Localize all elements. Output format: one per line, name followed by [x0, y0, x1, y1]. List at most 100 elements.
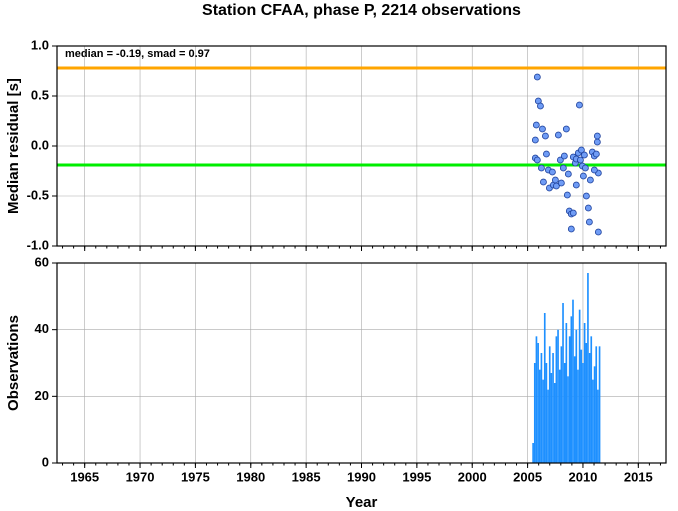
bar	[593, 366, 596, 463]
x-tick-label: 2000	[458, 469, 487, 484]
point	[537, 102, 544, 110]
y-tick-label: -1.0	[27, 237, 49, 252]
point	[584, 204, 592, 212]
point	[582, 192, 590, 200]
point	[548, 168, 556, 176]
bar	[580, 349, 583, 463]
point	[580, 151, 588, 159]
point	[592, 150, 600, 158]
x-tick-label: 1985	[292, 469, 321, 484]
point	[593, 132, 601, 140]
bar	[557, 329, 559, 463]
point	[552, 182, 560, 190]
point	[560, 152, 568, 160]
x-tick-label: 2005	[513, 469, 542, 484]
x-tick-label: 1965	[70, 469, 99, 484]
y-axis-label: Observations	[5, 315, 22, 411]
bar	[537, 343, 539, 463]
point	[562, 125, 570, 133]
bar	[533, 363, 536, 463]
point	[559, 164, 567, 172]
y-tick-label: 0.0	[31, 137, 49, 152]
point	[551, 176, 559, 184]
point	[533, 73, 541, 81]
bar	[577, 369, 579, 463]
y-tick-label: 60	[35, 254, 49, 269]
y-tick-label: 1.0	[31, 37, 49, 52]
bar	[583, 323, 586, 463]
bar	[553, 383, 556, 463]
bar	[565, 323, 568, 463]
point	[556, 156, 564, 164]
point	[572, 181, 580, 189]
bar	[590, 336, 593, 463]
point	[586, 176, 594, 184]
bar	[598, 346, 601, 463]
x-tick-label: 1980	[236, 469, 265, 484]
y-tick-label: -0.5	[27, 187, 49, 202]
annotation: median = -0.19, smad = 0.97	[65, 48, 210, 60]
bar	[543, 313, 546, 463]
bar	[558, 369, 561, 463]
bar	[588, 353, 591, 463]
bar	[545, 363, 548, 463]
y-tick-label: 40	[35, 321, 49, 336]
bar	[597, 389, 599, 463]
bar	[552, 353, 554, 463]
point	[579, 172, 587, 180]
bar	[595, 346, 598, 463]
point	[540, 178, 547, 186]
point	[594, 228, 602, 236]
bar	[575, 329, 578, 463]
bar	[542, 379, 544, 463]
y-tick-label: 20	[35, 388, 49, 403]
x-tick-label: 1995	[402, 469, 431, 484]
point	[569, 209, 577, 217]
point	[567, 225, 575, 233]
x-tick-label: 2010	[568, 469, 597, 484]
bar	[560, 346, 563, 463]
bar	[540, 353, 543, 463]
y-axis-label: Median residual [s]	[5, 78, 22, 214]
point	[539, 125, 546, 133]
point	[577, 156, 584, 164]
point	[563, 191, 571, 199]
bar	[538, 369, 541, 463]
point	[533, 156, 541, 164]
bar	[573, 356, 576, 463]
bar	[535, 336, 538, 463]
bar	[555, 336, 558, 463]
bar	[550, 373, 553, 463]
x-tick-label: 1970	[126, 469, 155, 484]
point	[593, 138, 601, 146]
bar	[582, 363, 584, 463]
point	[542, 132, 549, 140]
x-axis-label: Year	[346, 494, 378, 511]
point	[557, 179, 565, 187]
point	[590, 166, 598, 174]
point	[538, 164, 545, 172]
y-tick-label: 0	[42, 454, 49, 469]
point	[576, 101, 583, 109]
bar	[568, 336, 571, 463]
y-tick-label: 0.5	[31, 87, 49, 102]
plot-frame	[56, 45, 667, 247]
bar	[570, 316, 573, 463]
bar	[548, 346, 551, 463]
bar	[587, 273, 589, 463]
bar	[585, 343, 588, 463]
point	[554, 131, 562, 139]
point	[531, 136, 539, 144]
x-tick-label: 1990	[347, 469, 376, 484]
plot-frame	[56, 262, 667, 464]
chart-title: Station CFAA, phase P, 2214 observations	[202, 2, 521, 19]
bar	[532, 443, 534, 463]
bar	[572, 299, 574, 463]
x-tick-label: 2015	[624, 469, 653, 484]
bar	[563, 363, 566, 463]
point	[532, 121, 540, 129]
point	[585, 218, 593, 226]
point	[543, 150, 550, 158]
bar	[578, 309, 581, 463]
